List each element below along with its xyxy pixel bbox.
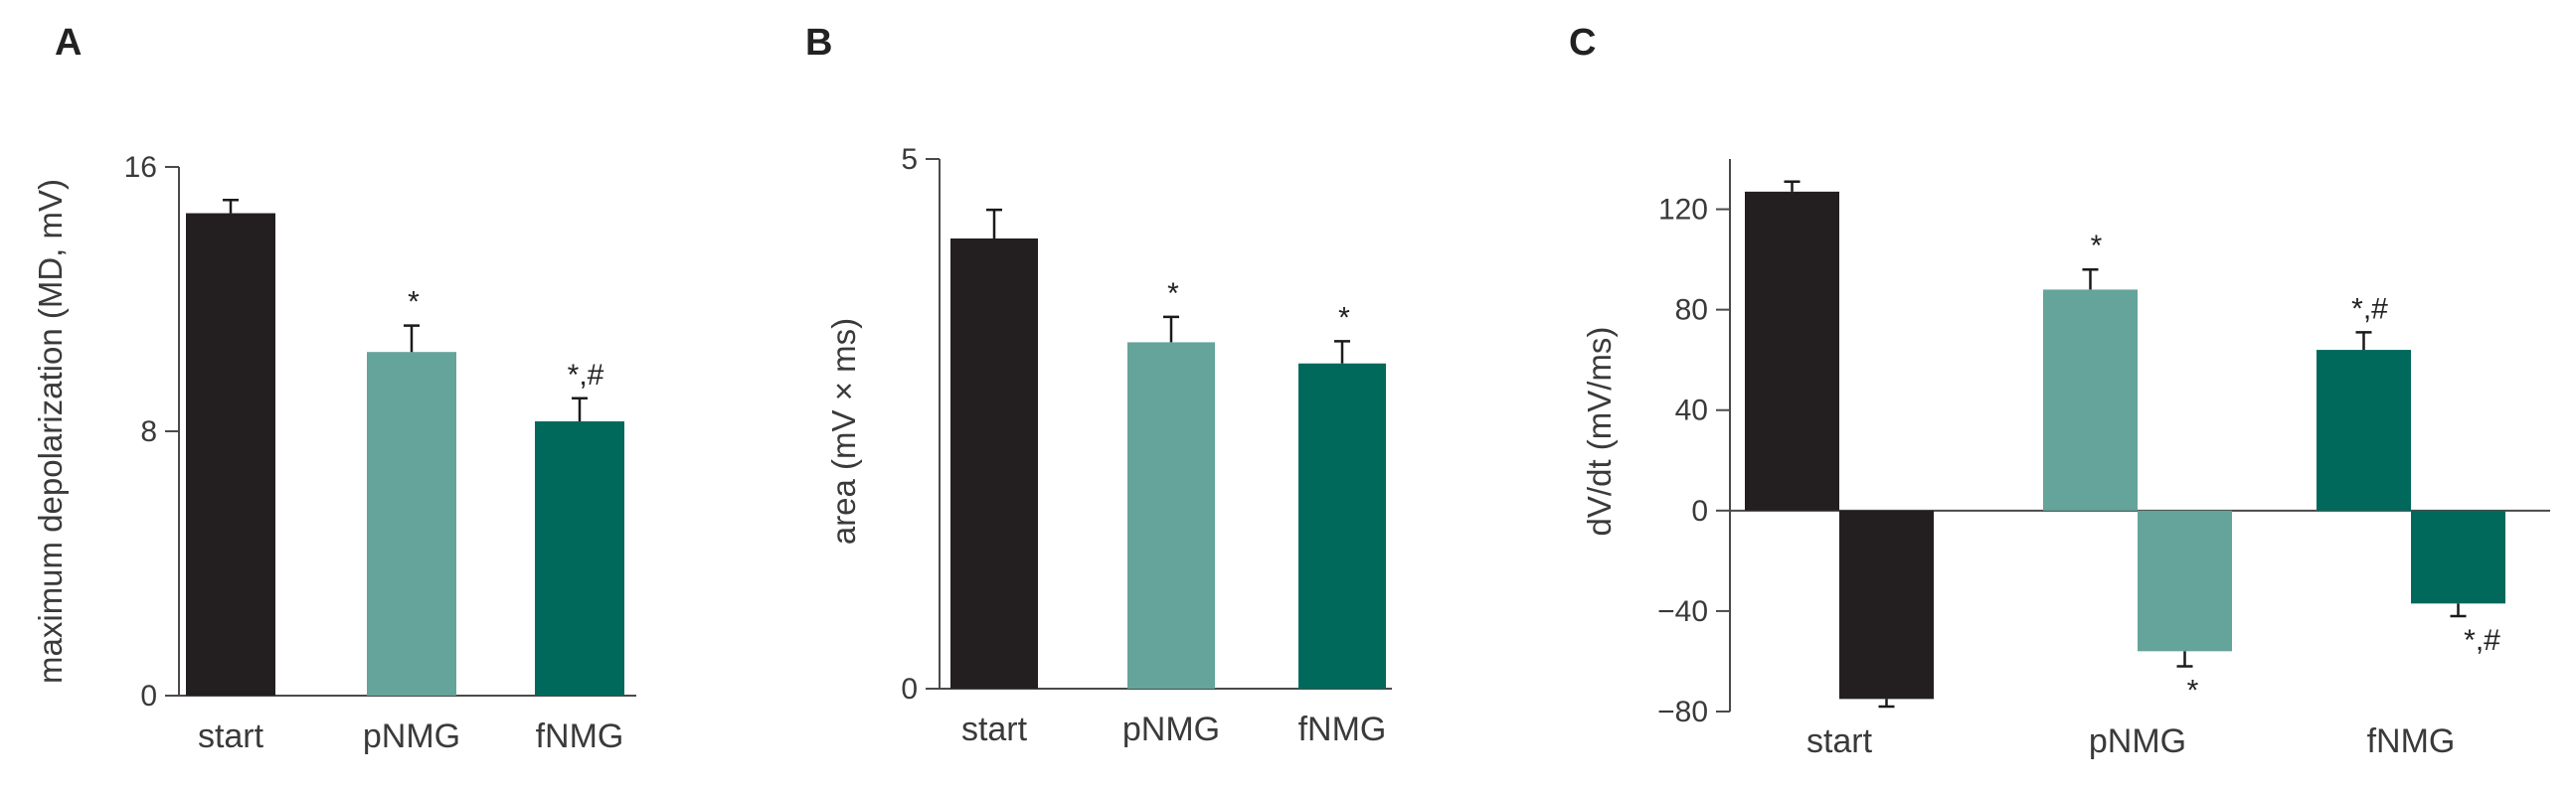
error-bar xyxy=(2355,331,2372,351)
bar-start xyxy=(186,213,275,697)
error-bar xyxy=(1784,180,1801,192)
bar-fnmg xyxy=(535,421,624,696)
y-tick-label: −80 xyxy=(1657,696,1708,728)
panel-c: CdV/dt (mV/ms)−80−4004080120start**pNMG*… xyxy=(1569,22,2550,760)
bar-start xyxy=(950,238,1038,689)
category-label: pNMG xyxy=(363,717,460,755)
bar-pnmg-positive xyxy=(2043,289,2138,511)
category-label: pNMG xyxy=(1122,711,1220,748)
bar-start-negative xyxy=(1839,510,1934,700)
category-label: fNMG xyxy=(2367,722,2456,760)
category-label: start xyxy=(198,717,264,755)
error-bar xyxy=(404,324,420,353)
y-tick-label: 40 xyxy=(1675,395,1708,427)
y-tick-label: −40 xyxy=(1657,595,1708,628)
error-bar xyxy=(2082,267,2099,290)
y-tick-label: 0 xyxy=(140,680,157,713)
panel-label: C xyxy=(1569,22,1596,64)
significance-mark: * xyxy=(2091,230,2103,262)
y-tick-label: 5 xyxy=(901,143,918,176)
significance-mark: * xyxy=(2187,675,2199,708)
bar-pnmg xyxy=(1127,342,1215,689)
y-tick-label: 80 xyxy=(1675,294,1708,327)
bar-pnmg xyxy=(367,352,456,696)
panel-label: A xyxy=(55,22,82,64)
error-bar xyxy=(1163,315,1179,343)
bar-fnmg-negative xyxy=(2411,510,2505,604)
error-bar xyxy=(2450,603,2467,618)
category-label: fNMG xyxy=(536,717,624,755)
significance-mark: *,# xyxy=(2464,624,2500,657)
error-bar xyxy=(1334,340,1350,364)
category-label: start xyxy=(961,711,1028,748)
category-label: pNMG xyxy=(2089,722,2186,760)
bar-start-positive xyxy=(1745,191,1839,511)
panel-label: B xyxy=(805,22,832,64)
error-bar xyxy=(1878,699,1895,709)
significance-mark: *,# xyxy=(2351,292,2388,325)
y-tick-label: 120 xyxy=(1658,194,1708,227)
error-bar xyxy=(223,199,239,214)
significance-mark: * xyxy=(408,286,420,319)
category-label: start xyxy=(1806,722,1873,760)
y-axis-title: dV/dt (mV/ms) xyxy=(1581,327,1618,537)
error-bar xyxy=(986,208,1002,238)
significance-mark: * xyxy=(1167,277,1179,310)
error-bar xyxy=(2176,651,2193,668)
error-bar xyxy=(572,397,588,422)
y-tick-label: 0 xyxy=(1691,495,1708,528)
y-tick-label: 16 xyxy=(124,151,157,184)
y-tick-label: 8 xyxy=(140,415,157,448)
y-axis-title: maximum depolarization (MD, mV) xyxy=(32,179,69,684)
significance-mark: *,# xyxy=(568,359,604,392)
bar-fnmg-positive xyxy=(2317,350,2411,511)
y-axis-title: area (mV × ms) xyxy=(825,318,862,545)
bar-fnmg xyxy=(1298,363,1386,689)
bar-pnmg-negative xyxy=(2138,510,2232,652)
significance-mark: * xyxy=(1338,301,1350,334)
y-tick-label: 0 xyxy=(901,673,918,706)
category-label: fNMG xyxy=(1298,711,1387,748)
